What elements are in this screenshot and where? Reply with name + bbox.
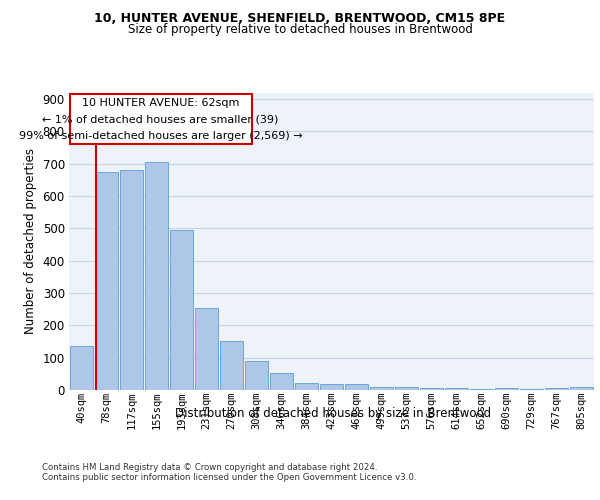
Bar xyxy=(95,172,118,390)
Text: Size of property relative to detached houses in Brentwood: Size of property relative to detached ho… xyxy=(128,24,472,36)
Bar xyxy=(269,373,293,390)
Bar xyxy=(344,384,368,390)
Bar xyxy=(170,230,193,390)
Text: 99% of semi-detached houses are larger (2,569) →: 99% of semi-detached houses are larger (… xyxy=(19,130,302,140)
Bar xyxy=(569,388,593,390)
Bar xyxy=(70,346,94,390)
Bar xyxy=(395,388,418,390)
Bar xyxy=(119,170,143,390)
Bar xyxy=(295,382,319,390)
Y-axis label: Number of detached properties: Number of detached properties xyxy=(24,148,37,334)
Bar xyxy=(445,388,469,390)
Text: Contains HM Land Registry data © Crown copyright and database right 2024.: Contains HM Land Registry data © Crown c… xyxy=(42,462,377,471)
Bar xyxy=(145,162,169,390)
Text: 10, HUNTER AVENUE, SHENFIELD, BRENTWOOD, CM15 8PE: 10, HUNTER AVENUE, SHENFIELD, BRENTWOOD,… xyxy=(94,12,506,26)
Bar xyxy=(470,389,493,390)
Text: ← 1% of detached houses are smaller (39): ← 1% of detached houses are smaller (39) xyxy=(43,114,279,124)
Text: Contains public sector information licensed under the Open Government Licence v3: Contains public sector information licen… xyxy=(42,474,416,482)
Bar xyxy=(520,389,544,390)
Bar xyxy=(220,342,244,390)
Text: 10 HUNTER AVENUE: 62sqm: 10 HUNTER AVENUE: 62sqm xyxy=(82,98,239,108)
Bar xyxy=(194,308,218,390)
Bar xyxy=(370,387,394,390)
Bar xyxy=(545,388,568,390)
Text: Distribution of detached houses by size in Brentwood: Distribution of detached houses by size … xyxy=(175,408,491,420)
Bar xyxy=(245,361,268,390)
Bar xyxy=(320,384,343,390)
Bar xyxy=(494,388,518,390)
FancyBboxPatch shape xyxy=(70,94,251,144)
Bar xyxy=(419,388,443,390)
